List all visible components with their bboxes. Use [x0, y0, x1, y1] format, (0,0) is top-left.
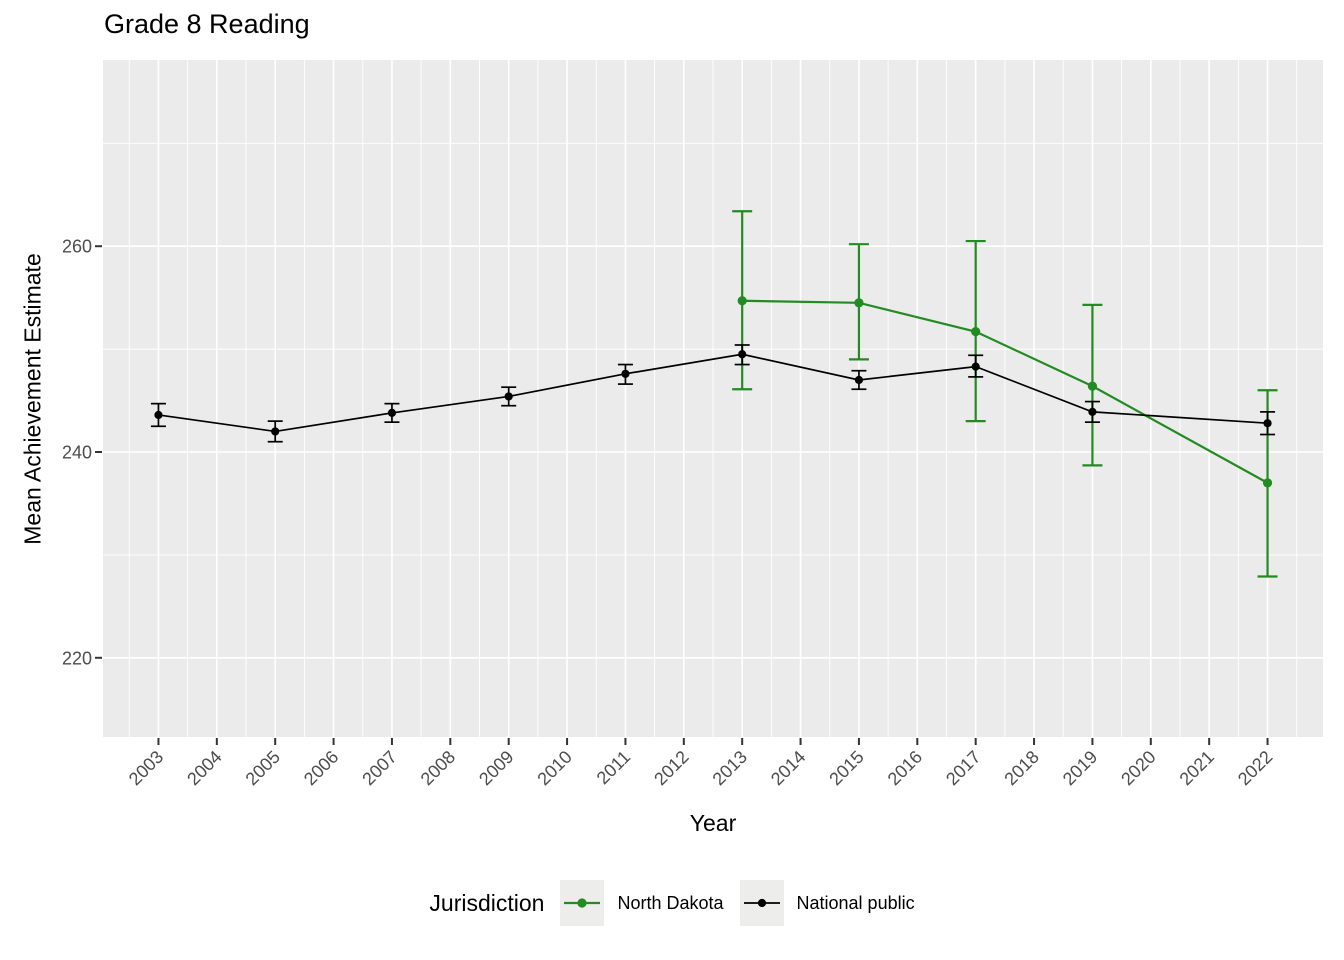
- x-tick-labels: 2003 2004 2005 2006 2007 2008 2009 2010 2011 2012…: [125, 747, 1277, 789]
- line-national-public: [158, 353, 1268, 433]
- y-tick-label: 240: [62, 443, 92, 463]
- x-tick-label: 2012: [650, 747, 692, 789]
- legend-label: National public: [796, 892, 915, 913]
- x-tick-label: 2015: [825, 747, 867, 789]
- data-point: [1262, 478, 1273, 488]
- data-point: [738, 350, 747, 359]
- x-tick-label: 2004: [183, 747, 225, 789]
- data-point: [1263, 419, 1272, 428]
- y-axis-title: Mean Achievement Estimate: [19, 253, 46, 545]
- data-point: [971, 362, 980, 371]
- x-axis-title: Year: [689, 810, 737, 836]
- points-north-dakota: [737, 296, 1273, 488]
- legend-key-icon: [560, 880, 605, 926]
- x-tick-label: 2008: [417, 747, 459, 789]
- legend-entry-national-public: National public: [739, 880, 915, 926]
- gridlines-minor: [103, 60, 1323, 737]
- x-tick-label: 2017: [942, 747, 984, 789]
- data-point: [854, 298, 864, 308]
- x-tick-label: 2007: [358, 747, 400, 789]
- data-point: [1087, 381, 1098, 391]
- data-point: [621, 369, 630, 378]
- y-tick-label: 220: [62, 648, 92, 668]
- x-tick-label: 2009: [475, 747, 517, 789]
- data-point: [971, 327, 981, 337]
- x-tick-label: 2018: [1000, 747, 1042, 789]
- data-point: [271, 427, 280, 436]
- x-tick-label: 2013: [709, 747, 751, 789]
- x-tick-label: 2014: [767, 747, 809, 789]
- legend-key-icon: [739, 880, 784, 926]
- legend-label: North Dakota: [617, 892, 724, 913]
- legend-entries: North Dakota National public: [560, 880, 915, 926]
- x-tick-label: 2021: [1176, 747, 1218, 789]
- x-tick-label: 2020: [1117, 747, 1159, 789]
- x-tick-label: 2016: [884, 747, 926, 789]
- data-point: [504, 392, 513, 401]
- x-tick-label: 2005: [242, 747, 284, 789]
- y-tick-label: 260: [62, 237, 92, 257]
- legend: Jurisdiction North Dakota National public: [0, 880, 1344, 926]
- y-tick-labels: 220 240 260: [62, 237, 92, 669]
- x-tick-label: 2006: [300, 747, 342, 789]
- points-layer: [154, 296, 1273, 488]
- data-point: [737, 296, 747, 306]
- legend-entry-north-dakota: North Dakota: [560, 880, 724, 926]
- x-tick-label: 2019: [1059, 747, 1101, 789]
- data-point: [1088, 407, 1097, 416]
- axis-tick-marks: [95, 245, 1269, 745]
- gridlines-major: [103, 60, 1323, 737]
- legend-title: Jurisdiction: [429, 889, 545, 916]
- x-tick-label: 2003: [125, 747, 167, 789]
- plot-svg: 2003 2004 2005 2006 2007 2008 2009 2010 2011 2012…: [62, 60, 1323, 789]
- data-point: [387, 408, 397, 418]
- x-tick-label: 2022: [1234, 747, 1276, 789]
- x-tick-label: 2011: [593, 747, 635, 789]
- data-point: [154, 410, 163, 420]
- x-tick-label: 2010: [533, 747, 575, 789]
- data-point: [854, 375, 864, 385]
- points-national-public: [154, 350, 1272, 436]
- chart-title: Grade 8 Reading: [104, 9, 310, 39]
